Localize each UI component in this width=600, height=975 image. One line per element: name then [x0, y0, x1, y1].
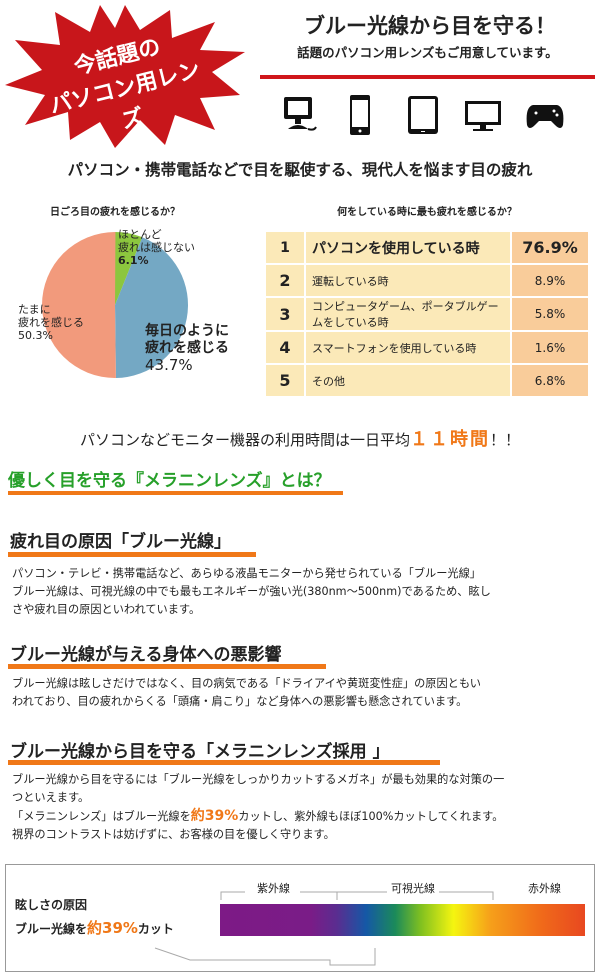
- pie-title: 日ごろ目の疲れを感じるか？: [50, 207, 180, 218]
- pie-slice: [42, 232, 116, 378]
- table-row: 5 その他 6.8%: [266, 365, 588, 396]
- value-cell: 6.8%: [512, 365, 588, 396]
- smartphone-icon: [350, 95, 370, 135]
- section-text-effects: ブルー光線は眩しさだけではなく、目の病気である「ドライアイや黄斑変性症」の原因と…: [12, 677, 481, 708]
- label-cell: スマートフォンを使用している時: [306, 332, 510, 363]
- section-text-protect: ブルー光線から目を守るには「ブルー光線をしっかりカットするメガネ」が最も効果的な…: [12, 773, 505, 841]
- page-subtitle: 話題のパソコン用レンズもご用意しています。: [297, 45, 558, 60]
- value-cell: 76.9%: [512, 232, 588, 263]
- page-title: ブルー光線から目を守る！: [304, 13, 556, 38]
- visible-label: 可視光線: [387, 880, 439, 896]
- value-cell: 5.8%: [512, 298, 588, 330]
- table-row: 4 スマートフォンを使用している時 1.6%: [266, 332, 588, 363]
- pie-label-daily: 毎日のように 疲れを感じる 43.7%: [145, 323, 229, 374]
- rank-cell: 5: [266, 365, 304, 396]
- ranking-title: 何をしている時に最も疲れを感じるか？: [337, 207, 517, 218]
- table-row: 2 運転している時 8.9%: [266, 265, 588, 296]
- heading-underline: [8, 552, 256, 557]
- main-heading: 優しく目を守る『メラニンレンズ』とは？: [8, 471, 331, 491]
- uv-label: 紫外線: [253, 880, 294, 896]
- tablet-icon: [408, 96, 438, 134]
- pie-slice: [115, 237, 188, 378]
- lead-heading: パソコン・携帯電話などで目を駆使する、現代人を悩ます目の疲れ: [67, 161, 533, 179]
- desktop-pc-icon: [284, 97, 317, 131]
- spectrum-cut-caption: ブルー光線を約39%カット: [15, 919, 174, 937]
- rank-cell: 2: [266, 265, 304, 296]
- pie-slice: [115, 232, 143, 305]
- ranking-table: 1 パソコンを使用している時 76.9% 2 運転している時 8.9% 3 コンピュータゲーム…: [264, 230, 590, 398]
- pie-label-sometimes: たまに 疲れを感じる 50.3%: [18, 303, 84, 342]
- spectrum-panel: [5, 864, 595, 972]
- monitor-icon: [465, 101, 501, 131]
- spectrum-brackets: [154, 891, 494, 966]
- gamepad-icon: [526, 105, 564, 128]
- label-cell: その他: [306, 365, 510, 396]
- spectrum-bar: [220, 904, 585, 936]
- section-text-cause: パソコン・テレビ・携帯電話など、あらゆる液晶モニターから発せられている「ブルー光…: [12, 567, 491, 616]
- usage-statement: パソコンなどモニター機器の利用時間は一日平均１１時間！！: [79, 429, 521, 450]
- value-cell: 1.6%: [512, 332, 588, 363]
- section-heading-cause: 疲れ目の原因「ブルー光線」: [10, 532, 231, 552]
- pie-chart: [42, 232, 188, 378]
- section-heading-protect: ブルー光線から目を守る「メラニンレンズ採用 」: [10, 742, 390, 762]
- value-cell: 8.9%: [512, 265, 588, 296]
- section-heading-effects: ブルー光線が与える身体への悪影響: [10, 645, 282, 665]
- starburst-badge: [5, 5, 245, 148]
- rank-cell: 3: [266, 298, 304, 330]
- divider: [260, 75, 595, 79]
- rank-cell: 4: [266, 332, 304, 363]
- rank-cell: 1: [266, 232, 304, 263]
- heading-underline: [8, 760, 440, 765]
- spectrum-caption: 眩しさの原因: [15, 898, 88, 912]
- table-row: 3 コンピュータゲーム、ポータブルゲームをしている時 5.8%: [266, 298, 588, 330]
- heading-underline: [8, 664, 326, 669]
- table-row: 1 パソコンを使用している時 76.9%: [266, 232, 588, 263]
- pie-label-rarely: ほとんど 疲れは感じない 6.1%: [118, 228, 195, 267]
- label-cell: 運転している時: [306, 265, 510, 296]
- label-cell: コンピュータゲーム、ポータブルゲームをしている時: [306, 298, 510, 330]
- heading-underline: [8, 491, 343, 495]
- label-cell: パソコンを使用している時: [306, 232, 510, 263]
- ir-label: 赤外線: [528, 882, 561, 895]
